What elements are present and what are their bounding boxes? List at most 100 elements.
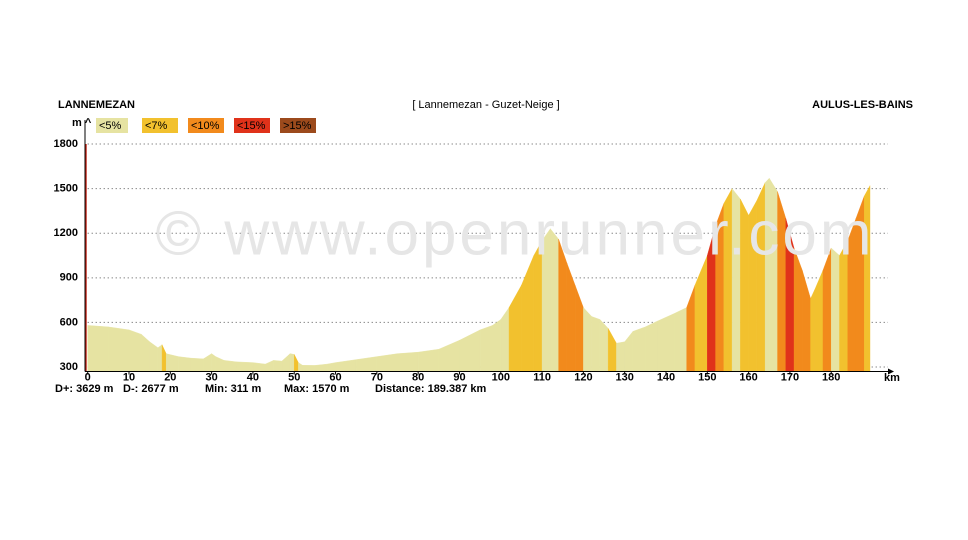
y-tick-label: 1500 xyxy=(54,183,78,195)
x-tick-label: 30 xyxy=(205,371,217,383)
profile-segment xyxy=(616,341,625,372)
profile-segment xyxy=(314,363,328,372)
x-tick-label: 150 xyxy=(698,371,716,383)
profile-segment xyxy=(376,353,398,372)
legend-label: <15% xyxy=(237,120,266,132)
profile-segment xyxy=(566,262,576,372)
profile-segment xyxy=(327,362,336,372)
x-tick-label: 160 xyxy=(739,371,757,383)
profile-segment xyxy=(252,362,266,372)
profile-segment xyxy=(645,320,658,372)
x-tick-label: 0 xyxy=(85,371,91,383)
x-tick-label: 50 xyxy=(288,371,300,383)
profile-segment xyxy=(294,354,299,372)
profile-segment xyxy=(108,326,130,372)
profile-segment xyxy=(157,344,163,372)
legend-label: <10% xyxy=(191,120,220,132)
profile-segment xyxy=(281,353,291,372)
profile-segment xyxy=(87,325,109,372)
y-tick-label: 1800 xyxy=(54,138,78,150)
x-tick-label: 180 xyxy=(822,371,840,383)
profile-segment xyxy=(492,319,501,372)
legend-label: <5% xyxy=(99,120,122,132)
x-tick-label: 60 xyxy=(329,371,341,383)
stat: D+: 3629 m xyxy=(55,383,114,395)
profile-segment xyxy=(397,351,419,372)
profile-segment xyxy=(161,344,167,372)
x-tick-label: 140 xyxy=(657,371,675,383)
profile-segment xyxy=(479,325,493,372)
profile-segment xyxy=(814,270,824,372)
profile-segment xyxy=(215,356,225,372)
profile-segment xyxy=(236,361,254,372)
start-name: LANNEMEZAN xyxy=(58,99,135,111)
x-axis-arrow xyxy=(888,368,894,375)
legend-swatch xyxy=(96,118,128,133)
legend-swatch xyxy=(142,118,178,133)
x-tick-label: 100 xyxy=(492,371,510,383)
profile-segment xyxy=(810,289,815,372)
profile-segment xyxy=(273,360,283,372)
profile-segment xyxy=(190,357,204,372)
profile-segment xyxy=(657,313,675,372)
x-tick-label: 40 xyxy=(247,371,259,383)
chart-title: [ Lannemezan - Guzet-Neige ] xyxy=(412,99,559,111)
y-tick-label: 600 xyxy=(60,316,78,328)
legend-label: >15% xyxy=(283,120,312,132)
x-tick-label: 20 xyxy=(164,371,176,383)
profile-segment xyxy=(298,362,303,372)
x-tick-label: 80 xyxy=(412,371,424,383)
profile-segment xyxy=(607,327,617,372)
profile-segment xyxy=(583,307,592,372)
x-tick-label: 110 xyxy=(533,371,551,383)
y-tick-label: 900 xyxy=(60,272,78,284)
profile-segment xyxy=(128,329,142,372)
legend-swatch xyxy=(234,118,270,133)
x-tick-label: 90 xyxy=(453,371,465,383)
stat: D-: 2677 m xyxy=(123,383,179,395)
profile-segment xyxy=(178,356,192,372)
profile-segment xyxy=(674,307,687,372)
end-name: AULUS-LES-BAINS xyxy=(812,99,913,111)
profile-segment xyxy=(149,341,159,372)
x-tick-label: 130 xyxy=(616,371,634,383)
x-axis-label: km xyxy=(884,372,900,384)
profile-segment xyxy=(141,333,150,372)
stat: Max: 1570 m xyxy=(284,383,350,395)
profile-segment xyxy=(302,365,316,372)
x-tick-label: 70 xyxy=(371,371,383,383)
profile-segment xyxy=(265,360,274,372)
profile-segment xyxy=(632,326,646,372)
profile-segment xyxy=(438,339,460,372)
profile-segment xyxy=(459,329,481,372)
profile-segment xyxy=(355,356,378,372)
profile-segment xyxy=(686,285,696,372)
profile-segment xyxy=(223,360,237,372)
watermark: © www.openrunner.com xyxy=(155,199,874,268)
profile-segment xyxy=(165,353,179,372)
y-axis-label: m ^ xyxy=(72,117,92,129)
profile-segment xyxy=(211,353,216,372)
profile-segment xyxy=(694,255,708,372)
profile-segment xyxy=(335,359,357,372)
stat: Min: 311 m xyxy=(205,383,261,395)
profile-segment xyxy=(591,316,601,372)
profile-segment xyxy=(500,306,510,372)
profile-segment xyxy=(417,348,440,372)
x-tick-label: 120 xyxy=(574,371,592,383)
x-tick-label: 170 xyxy=(781,371,799,383)
legend-swatch xyxy=(188,118,224,133)
legend-label: <7% xyxy=(145,120,168,132)
profile-segment xyxy=(203,353,212,372)
profile-segment xyxy=(574,285,584,372)
y-tick-label: 1200 xyxy=(54,227,78,239)
profile-segment xyxy=(599,318,609,372)
profile-segment xyxy=(289,353,295,372)
y-tick-label: 300 xyxy=(60,361,78,373)
stat: Distance: 189.387 km xyxy=(375,383,487,395)
profile-segment xyxy=(624,330,634,372)
legend-swatch xyxy=(280,118,316,133)
profile-segment xyxy=(802,270,811,372)
profile-segment xyxy=(508,284,522,372)
